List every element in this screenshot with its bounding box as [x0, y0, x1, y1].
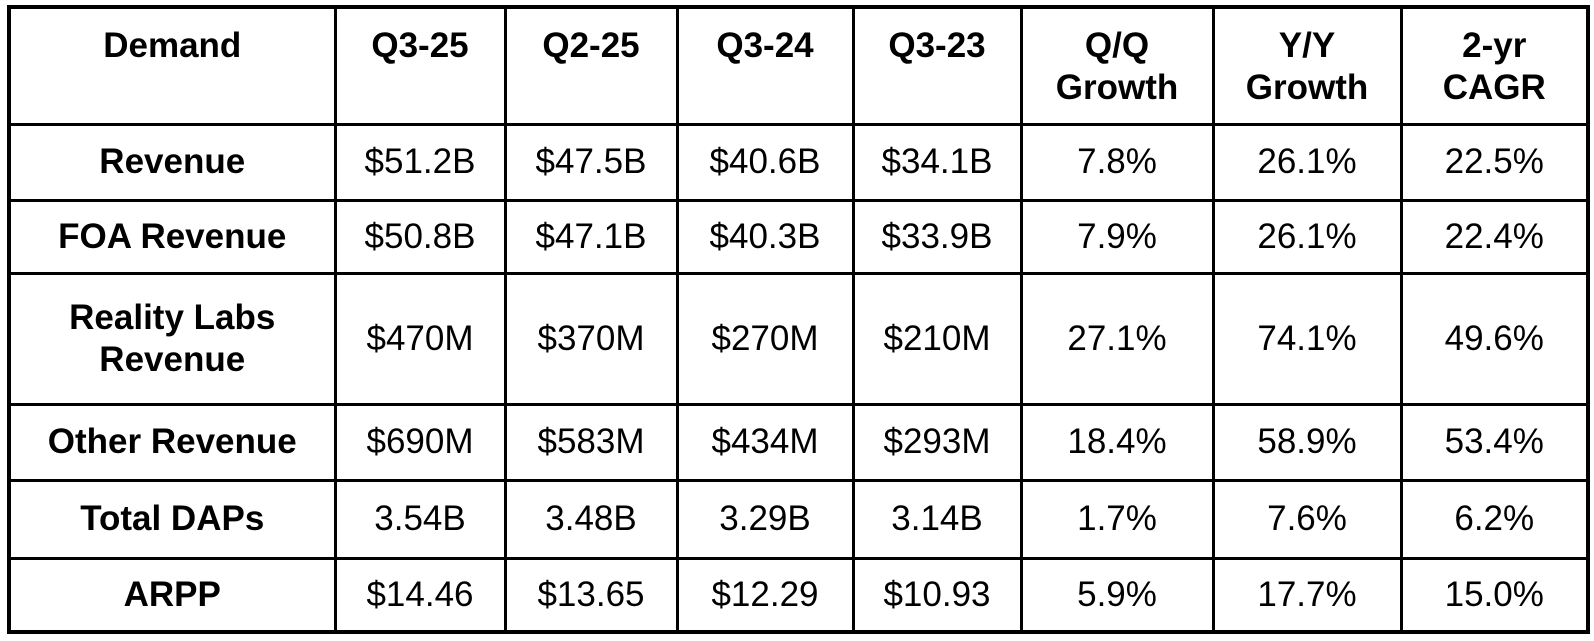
- data-cell: $33.9B: [851, 198, 1023, 275]
- data-cell: $583M: [503, 402, 679, 482]
- header-cell-q2-25: Q2-25: [503, 5, 679, 126]
- header-cell-q3-23: Q3-23: [851, 5, 1023, 126]
- data-cell: $270M: [675, 271, 855, 406]
- table-row-arpp: ARPP $14.46 $13.65 $12.29 $10.93 5.9% 17…: [7, 556, 1590, 634]
- data-cell: 3.54B: [333, 478, 507, 560]
- data-cell: 18.4%: [1019, 402, 1215, 482]
- header-row: Demand Q3-25 Q2-25 Q3-24 Q3-23 Q/Q Growt…: [7, 5, 1590, 126]
- data-cell: $370M: [503, 271, 679, 406]
- data-cell: $14.46: [333, 556, 507, 634]
- row-label-cell: Reality Labs Revenue: [7, 271, 337, 406]
- data-cell: 3.29B: [675, 478, 855, 560]
- data-cell: 26.1%: [1211, 198, 1403, 275]
- row-label-cell: Revenue: [7, 122, 337, 202]
- data-cell: $12.29: [675, 556, 855, 634]
- data-cell: $690M: [333, 402, 507, 482]
- table-row-reality-labs-revenue: Reality Labs Revenue $470M $370M $270M $…: [7, 271, 1590, 406]
- data-cell: $470M: [333, 271, 507, 406]
- table-row-other-revenue: Other Revenue $690M $583M $434M $293M 18…: [7, 402, 1590, 482]
- data-cell: $50.8B: [333, 198, 507, 275]
- header-cell-demand: Demand: [7, 5, 337, 126]
- data-cell: 74.1%: [1211, 271, 1403, 406]
- data-cell: $47.1B: [503, 198, 679, 275]
- data-cell: 1.7%: [1019, 478, 1215, 560]
- data-cell: $47.5B: [503, 122, 679, 202]
- header-cell-2yr-cagr: 2-yr CAGR: [1399, 5, 1590, 126]
- data-cell: 7.9%: [1019, 198, 1215, 275]
- data-cell: $13.65: [503, 556, 679, 634]
- data-cell: $10.93: [851, 556, 1023, 634]
- row-label-cell: FOA Revenue: [7, 198, 337, 275]
- data-cell: 6.2%: [1399, 478, 1590, 560]
- header-cell-q3-24: Q3-24: [675, 5, 855, 126]
- row-label-cell: Other Revenue: [7, 402, 337, 482]
- data-cell: $293M: [851, 402, 1023, 482]
- data-cell: $34.1B: [851, 122, 1023, 202]
- data-cell: 58.9%: [1211, 402, 1403, 482]
- data-cell: 22.5%: [1399, 122, 1590, 202]
- header-cell-yy-growth: Y/Y Growth: [1211, 5, 1403, 126]
- data-cell: 22.4%: [1399, 198, 1590, 275]
- data-cell: 7.8%: [1019, 122, 1215, 202]
- data-cell: 53.4%: [1399, 402, 1590, 482]
- data-cell: 17.7%: [1211, 556, 1403, 634]
- data-cell: 15.0%: [1399, 556, 1590, 634]
- data-cell: $434M: [675, 402, 855, 482]
- data-cell: 5.9%: [1019, 556, 1215, 634]
- data-cell: 3.14B: [851, 478, 1023, 560]
- demand-metrics-table: Demand Q3-25 Q2-25 Q3-24 Q3-23 Q/Q Growt…: [7, 5, 1590, 634]
- table-row-total-daps: Total DAPs 3.54B 3.48B 3.29B 3.14B 1.7% …: [7, 478, 1590, 560]
- data-cell: $40.3B: [675, 198, 855, 275]
- data-cell: $40.6B: [675, 122, 855, 202]
- data-cell: 7.6%: [1211, 478, 1403, 560]
- data-cell: $210M: [851, 271, 1023, 406]
- data-cell: 26.1%: [1211, 122, 1403, 202]
- header-cell-qq-growth: Q/Q Growth: [1019, 5, 1215, 126]
- row-label-cell: ARPP: [7, 556, 337, 634]
- row-label-cell: Total DAPs: [7, 478, 337, 560]
- data-cell: 49.6%: [1399, 271, 1590, 406]
- data-cell: 27.1%: [1019, 271, 1215, 406]
- table-row-foa-revenue: FOA Revenue $50.8B $47.1B $40.3B $33.9B …: [7, 198, 1590, 275]
- header-cell-q3-25: Q3-25: [333, 5, 507, 126]
- data-cell: 3.48B: [503, 478, 679, 560]
- data-cell: $51.2B: [333, 122, 507, 202]
- table-row-revenue: Revenue $51.2B $47.5B $40.6B $34.1B 7.8%…: [7, 122, 1590, 202]
